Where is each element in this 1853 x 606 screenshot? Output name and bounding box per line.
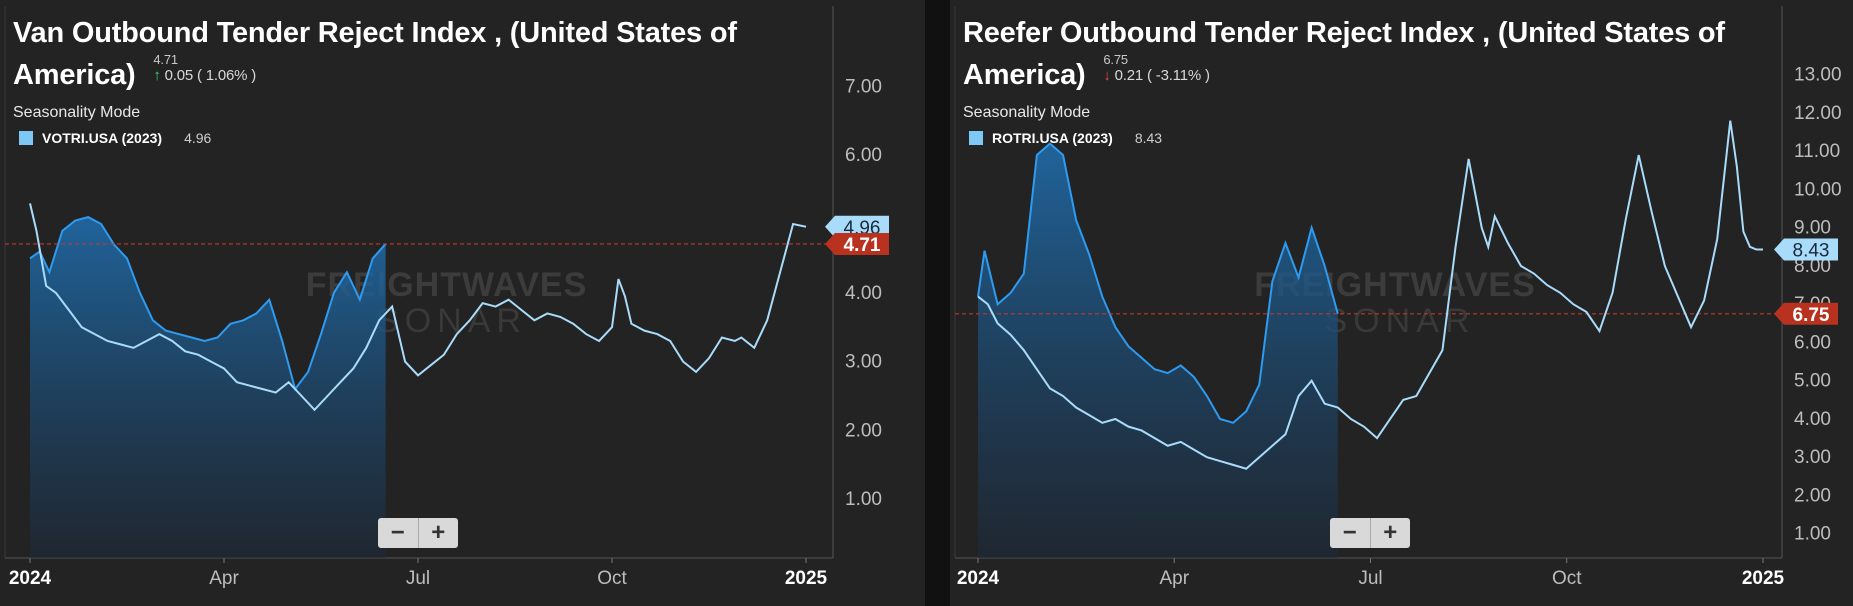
van-x-tick-label: Oct (597, 568, 627, 589)
van-last-value: 4.71 (153, 52, 178, 67)
reefer-chart-title: Reefer Outbound Tender Reject Index , (U… (963, 12, 1743, 96)
reefer-legend[interactable]: ROTRI.USA (2023) 8.43 (969, 130, 1162, 146)
van-quote: 4.71 ↑ 0.05 ( 1.06% ) (153, 52, 256, 84)
van-ref-badge-text: 4.71 (844, 235, 881, 256)
arrow-up-icon: ↑ (153, 67, 161, 84)
reefer-ref-badge-text: 6.75 (1793, 305, 1830, 326)
reefer-x-tick-label: Apr (1159, 568, 1189, 589)
reefer-x-tick-label: 2024 (957, 568, 1000, 589)
reefer-x-tick-label: Oct (1552, 568, 1582, 589)
reefer-change: ↓ 0.21 ( -3.11% ) (1103, 67, 1210, 84)
van-chart-svg[interactable]: FREIGHTWAVESSONAR7.006.005.004.003.002.0… (0, 0, 925, 606)
zoom-in-button[interactable]: + (431, 519, 446, 546)
reefer-y-tick-label: 4.00 (1794, 409, 1831, 430)
reefer-y-tick-label: 10.00 (1794, 179, 1842, 200)
reefer-series-2023-area (978, 143, 1338, 558)
reefer-y-tick-label: 12.00 (1794, 103, 1842, 124)
van-y-tick-label: 2.00 (845, 420, 882, 441)
van-series-2023-area (30, 217, 386, 558)
van-chart-panel: FREIGHTWAVESSONAR7.006.005.004.003.002.0… (0, 0, 925, 606)
reefer-series-2023-line (977, 142, 1339, 424)
reefer-x-tick-label: Jul (1358, 568, 1382, 589)
van-current-badge-bg (825, 215, 889, 238)
van-y-tick-label: 7.00 (845, 76, 882, 97)
van-series-2024-line (29, 203, 807, 412)
reefer-y-tick-label: 11.00 (1794, 141, 1840, 162)
panel-divider (925, 0, 950, 606)
van-y-tick-label: 1.00 (845, 489, 882, 510)
zoom-out-button[interactable]: − (378, 518, 419, 548)
legend-swatch-icon (19, 131, 33, 145)
reefer-chart-svg[interactable]: FREIGHTWAVESSONAR13.0012.0011.0010.009.0… (950, 0, 1853, 606)
van-y-tick-label: 6.00 (845, 145, 882, 166)
reefer-watermark-bottom: SONAR (1325, 302, 1476, 340)
reefer-ref-badge-bg (1774, 302, 1838, 325)
reefer-change-text: 0.21 ( -3.11% ) (1114, 67, 1210, 84)
reefer-series-2024-line (977, 120, 1763, 470)
van-y-tick-label: 4.00 (845, 283, 882, 304)
van-chart-title-text: Van Outbound Tender Reject Index , (Unit… (13, 17, 737, 91)
reefer-y-tick-label: 3.00 (1794, 447, 1831, 468)
reefer-x-tick-label: 2025 (1742, 568, 1785, 589)
reefer-last-value: 6.75 (1103, 52, 1128, 67)
van-x-tick-label: 2025 (785, 568, 828, 589)
van-x-tick-label: Jul (406, 568, 430, 589)
zoom-out-button[interactable]: − (1330, 518, 1371, 548)
van-chart-title: Van Outbound Tender Reject Index , (Unit… (13, 12, 793, 96)
van-x-tick-label: Apr (209, 568, 239, 589)
reefer-y-tick-label: 6.00 (1794, 332, 1831, 353)
reefer-legend-name: ROTRI.USA (2023) (992, 130, 1113, 146)
van-ref-badge-bg (825, 232, 889, 255)
arrow-down-icon: ↓ (1103, 67, 1111, 84)
reefer-current-badge-text: 8.43 (1793, 241, 1830, 262)
zoom-in-button[interactable]: + (1383, 519, 1398, 546)
van-legend[interactable]: VOTRI.USA (2023) 4.96 (19, 130, 211, 146)
van-series-2023-line (29, 216, 387, 392)
reefer-mode-label: Seasonality Mode (963, 104, 1091, 121)
van-legend-value: 4.96 (184, 130, 212, 146)
van-change-text: 0.05 ( 1.06% ) (164, 67, 257, 84)
reefer-chart-panel: FREIGHTWAVES SONAR 13.00 12.00 11.00 10.00 9.0… (950, 0, 1853, 606)
van-y-tick-label: 3.00 (845, 352, 882, 373)
reefer-y-tick-label: 13.00 (1794, 65, 1842, 86)
van-mode-label: Seasonality Mode (13, 104, 141, 121)
reefer-quote: 6.75 ↓ 0.21 ( -3.11% ) (1103, 52, 1210, 84)
reefer-zoom-control: − + (1330, 518, 1410, 548)
reefer-legend-value: 8.43 (1134, 130, 1163, 146)
van-legend-name: VOTRI.USA (2023) (42, 130, 163, 146)
reefer-y-tick-label: 1.00 (1794, 524, 1831, 545)
legend-swatch-icon (969, 131, 983, 145)
reefer-chart-title-text: Reefer Outbound Tender Reject Index , (U… (963, 17, 1725, 91)
reefer-y-tick-label: 9.00 (1794, 218, 1831, 239)
van-change: ↑ 0.05 ( 1.06% ) (153, 68, 256, 84)
van-zoom-control: − + (378, 518, 458, 548)
reefer-current-badge-bg (1774, 238, 1838, 261)
reefer-y-tick-label: 5.00 (1794, 371, 1831, 392)
van-x-tick-label: 2024 (9, 568, 52, 589)
reefer-y-tick-label: 2.00 (1794, 485, 1831, 506)
reefer-y-tick-label: 8.00 (1794, 256, 1831, 277)
van-watermark-bottom: SONAR (376, 302, 527, 340)
